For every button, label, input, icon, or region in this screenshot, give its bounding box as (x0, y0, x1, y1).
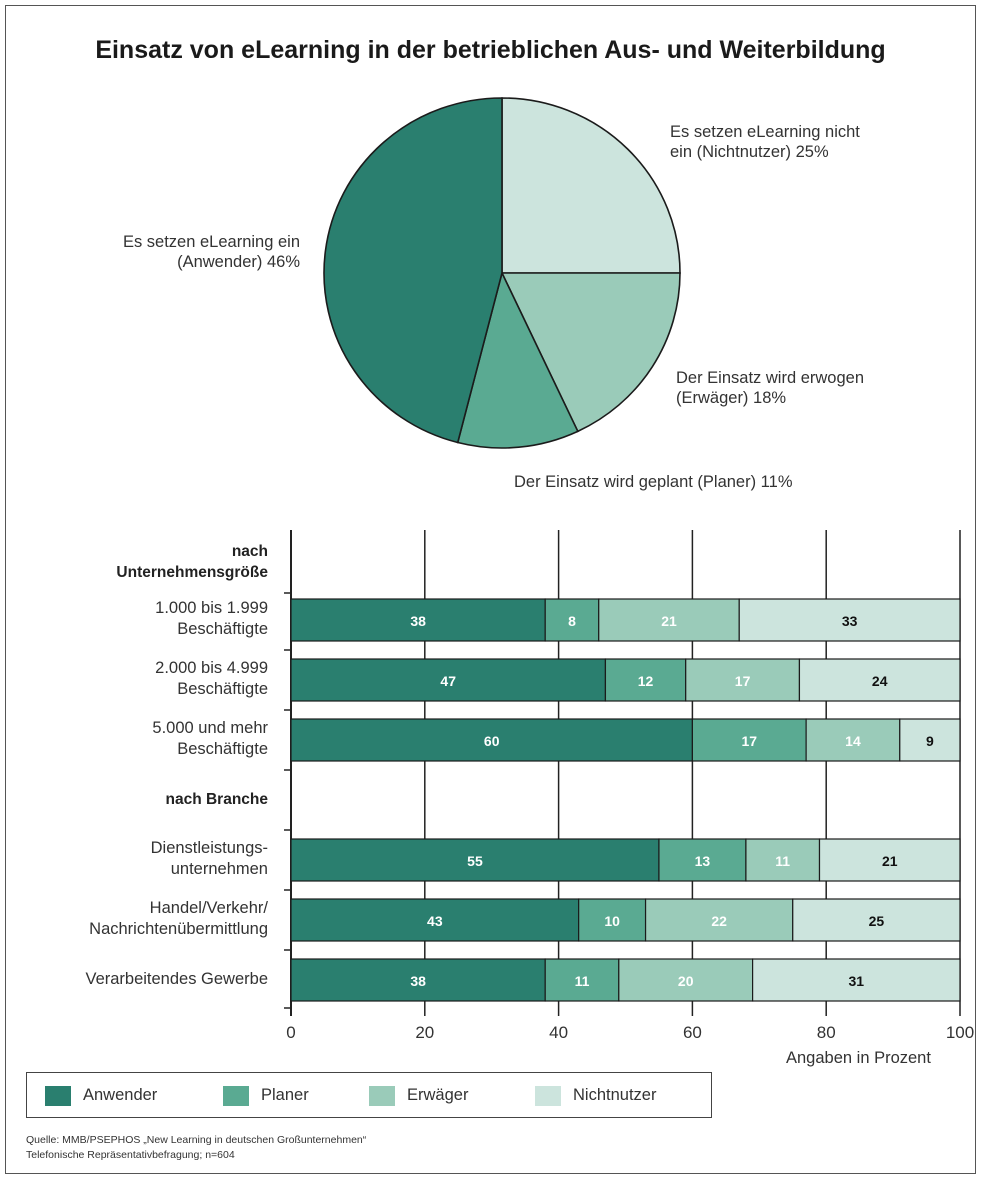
legend-item-planer: Planer (223, 1084, 309, 1106)
category-header-branche: nach Branche (165, 791, 268, 808)
x-tick-label: 0 (286, 1023, 295, 1042)
bar-segment-planer (691, 718, 807, 762)
x-tick-label: 80 (817, 1023, 836, 1042)
legend-swatch-anwender (45, 1085, 71, 1106)
bar-segment-erwaeger (644, 898, 794, 942)
category-label: 5.000 und mehr Beschäftigte (152, 719, 268, 758)
bar-value-label: 60 (484, 733, 500, 749)
x-tick-label: 60 (683, 1023, 702, 1042)
bar-value-label: 38 (410, 973, 426, 989)
bar-segment-anwender (290, 598, 546, 642)
pie-slice-erwaeger (500, 272, 681, 433)
legend-item-anwender: Anwender (45, 1084, 157, 1106)
bar-segment-anwender (290, 898, 580, 942)
bar-segment-planer (604, 658, 687, 702)
source-line-2: Telefonische Repräsentativbefragung; n=6… (26, 1149, 235, 1161)
bar-segment-nichtnutzer (792, 898, 961, 942)
pie-slice-planer (456, 270, 579, 449)
bar-value-label: 47 (440, 673, 456, 689)
bar-segment-nichtnutzer (818, 838, 961, 882)
bar-segment-anwender (290, 958, 546, 1002)
bar-value-label: 8 (568, 613, 576, 629)
x-tick-label: 40 (549, 1023, 568, 1042)
bar-value-label: 11 (775, 853, 790, 869)
bar-value-label: 25 (869, 913, 885, 929)
pie-slice-anwender (323, 97, 503, 444)
bar-value-label: 9 (926, 733, 934, 749)
legend-swatch-nichtnutzer (535, 1085, 561, 1106)
bar-value-label: 14 (845, 733, 861, 749)
bar-value-label: 17 (741, 733, 757, 749)
category-label: Verarbeitendes Gewerbe (85, 970, 268, 988)
bar-value-label: 22 (711, 913, 727, 929)
pie-label-nichtnutzer: Es setzen eLearning nicht ein (Nichtnutz… (670, 123, 860, 161)
bar-value-label: 12 (638, 673, 654, 689)
bar-segment-nichtnutzer (738, 598, 961, 642)
bar-segment-planer (578, 898, 647, 942)
bar-segment-erwaeger (685, 658, 801, 702)
bar-segment-erwaeger (618, 958, 754, 1002)
category-header-size: nach Unternehmensgröße (116, 543, 268, 581)
bar-value-label: 13 (695, 853, 711, 869)
category-label: Dienstleistungs- unternehmen (150, 839, 268, 878)
bar-value-label: 10 (604, 913, 620, 929)
bar-value-label: 38 (410, 613, 426, 629)
bar-value-label: 20 (678, 973, 694, 989)
bar-segment-nichtnutzer (899, 718, 961, 762)
bar-segment-erwaeger (745, 838, 821, 882)
x-tick-label: 20 (415, 1023, 434, 1042)
bar-value-label: 11 (575, 973, 590, 989)
category-label: Handel/Verkehr/ Nachrichtenübermittlung (89, 899, 268, 938)
bar-segment-anwender (290, 838, 660, 882)
bar-segment-planer (544, 598, 600, 642)
bar-segment-planer (658, 838, 747, 882)
x-tick-label: 100 (946, 1023, 974, 1042)
legend-item-nichtnutzer: Nichtnutzer (535, 1084, 656, 1106)
pie-slice-nichtnutzer (501, 97, 681, 274)
source-line-1: Quelle: MMB/PSEPHOS „New Learning in deu… (26, 1134, 367, 1146)
pie-label-erwaeger: Der Einsatz wird erwogen (Erwäger) 18% (676, 369, 864, 407)
x-axis-title: Angaben in Prozent (786, 1049, 931, 1067)
bar-segment-anwender (290, 658, 607, 702)
bar-value-label: 17 (735, 673, 751, 689)
bar-value-label: 21 (661, 613, 677, 629)
chart-title: Einsatz von eLearning in der betrieblich… (95, 36, 886, 64)
bar-value-label: 43 (427, 913, 443, 929)
bar-segment-nichtnutzer (752, 958, 961, 1002)
bar-segment-erwaeger (598, 598, 740, 642)
category-label: 1.000 bis 1.999 Beschäftigte (155, 599, 268, 638)
bar-segment-planer (544, 958, 620, 1002)
bar-value-label: 55 (467, 853, 483, 869)
category-label: 2.000 bis 4.999 Beschäftigte (155, 659, 268, 698)
pie-label-anwender: Es setzen eLearning ein (Anwender) 46% (122, 233, 300, 271)
bar-value-label: 21 (882, 853, 898, 869)
bar-value-label: 33 (842, 613, 858, 629)
legend-item-erwaeger: Erwäger (369, 1084, 468, 1106)
legend: Anwender Planer Erwäger Nichtnutzer (26, 1072, 712, 1118)
bar-value-label: 31 (849, 973, 865, 989)
bar-segment-nichtnutzer (798, 658, 961, 702)
legend-swatch-erwaeger (369, 1085, 395, 1106)
bar-segment-anwender (290, 718, 693, 762)
chart-frame (5, 5, 976, 1174)
bar-value-label: 24 (872, 673, 888, 689)
pie-label-planer: Der Einsatz wird geplant (Planer) 11% (514, 473, 793, 491)
legend-swatch-planer (223, 1085, 249, 1106)
